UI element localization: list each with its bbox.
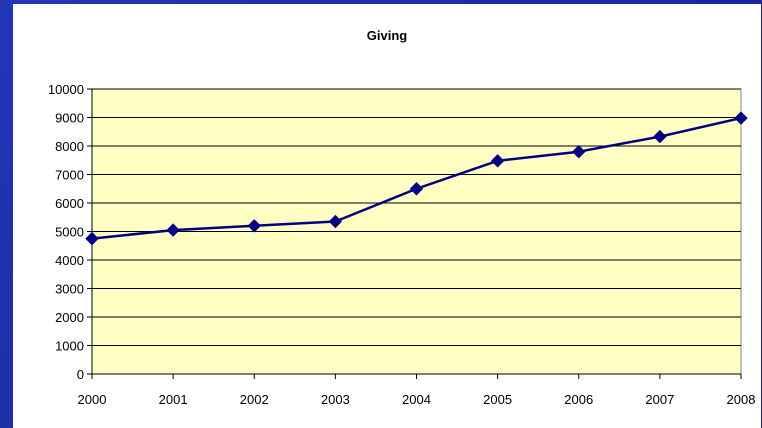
y-axis-tick-labels: 0 1000 2000 3000 4000 5000 6000 7000 8000 9000 100… bbox=[48, 82, 84, 382]
y-tick-label: 8000 bbox=[55, 139, 84, 154]
y-tick-label: 7000 bbox=[55, 168, 84, 183]
data-point-2002 bbox=[247, 219, 261, 233]
series-giving bbox=[85, 111, 748, 246]
y-tick-label: 4000 bbox=[55, 253, 84, 268]
gridlines bbox=[92, 88, 741, 346]
y-tick-label: 6000 bbox=[55, 196, 84, 211]
y-tick-label: 1000 bbox=[55, 339, 84, 354]
y-tick-label: 3000 bbox=[55, 282, 84, 297]
y-tick-label: 10000 bbox=[48, 82, 84, 97]
data-point-2006 bbox=[572, 144, 586, 159]
axes bbox=[87, 88, 742, 379]
x-tick-label: 2003 bbox=[321, 392, 350, 407]
x-tick-label: 2006 bbox=[564, 392, 593, 407]
x-tick-label: 2008 bbox=[727, 392, 756, 407]
data-point-2003 bbox=[328, 214, 343, 229]
x-tick-label: 2004 bbox=[402, 392, 431, 407]
x-tick-label: 2007 bbox=[645, 392, 674, 407]
data-point-2007 bbox=[653, 129, 667, 144]
y-tick-label: 0 bbox=[77, 367, 84, 382]
y-tick-label: 2000 bbox=[55, 310, 84, 325]
y-tick-label: 9000 bbox=[55, 111, 84, 126]
data-point-2008 bbox=[734, 111, 748, 125]
x-tick-label: 2005 bbox=[483, 392, 512, 407]
x-tick-label: 2002 bbox=[240, 392, 269, 407]
x-axis-tick-labels: 2000 2001 2002 2003 2004 2005 2006 2007 2008 bbox=[78, 392, 756, 407]
x-tick-label: 2001 bbox=[159, 392, 188, 407]
data-point-2005 bbox=[490, 154, 505, 168]
chart-title: Giving bbox=[367, 28, 408, 43]
y-tick-label: 5000 bbox=[55, 225, 84, 240]
x-tick-label: 2000 bbox=[78, 392, 107, 407]
chart-area: Giving 0 1000 2000 3000 4000 5000 6000 7000 8000… bbox=[13, 4, 761, 428]
data-point-2000 bbox=[85, 231, 99, 246]
data-point-2001 bbox=[166, 223, 180, 237]
data-point-2004 bbox=[409, 182, 424, 196]
line-chart: Giving 0 1000 2000 3000 4000 5000 6000 7000 8000… bbox=[48, 28, 756, 407]
